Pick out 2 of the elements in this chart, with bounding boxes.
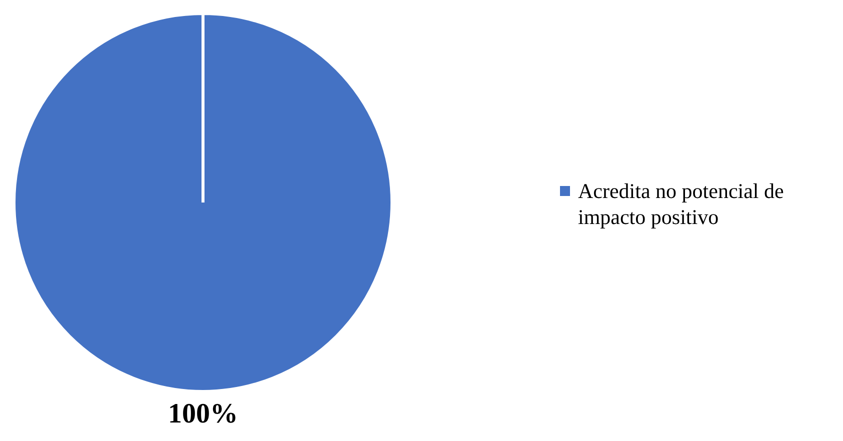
legend-label: Acredita no potencial de impacto positivo — [578, 178, 785, 230]
data-label: 100% — [168, 398, 238, 430]
